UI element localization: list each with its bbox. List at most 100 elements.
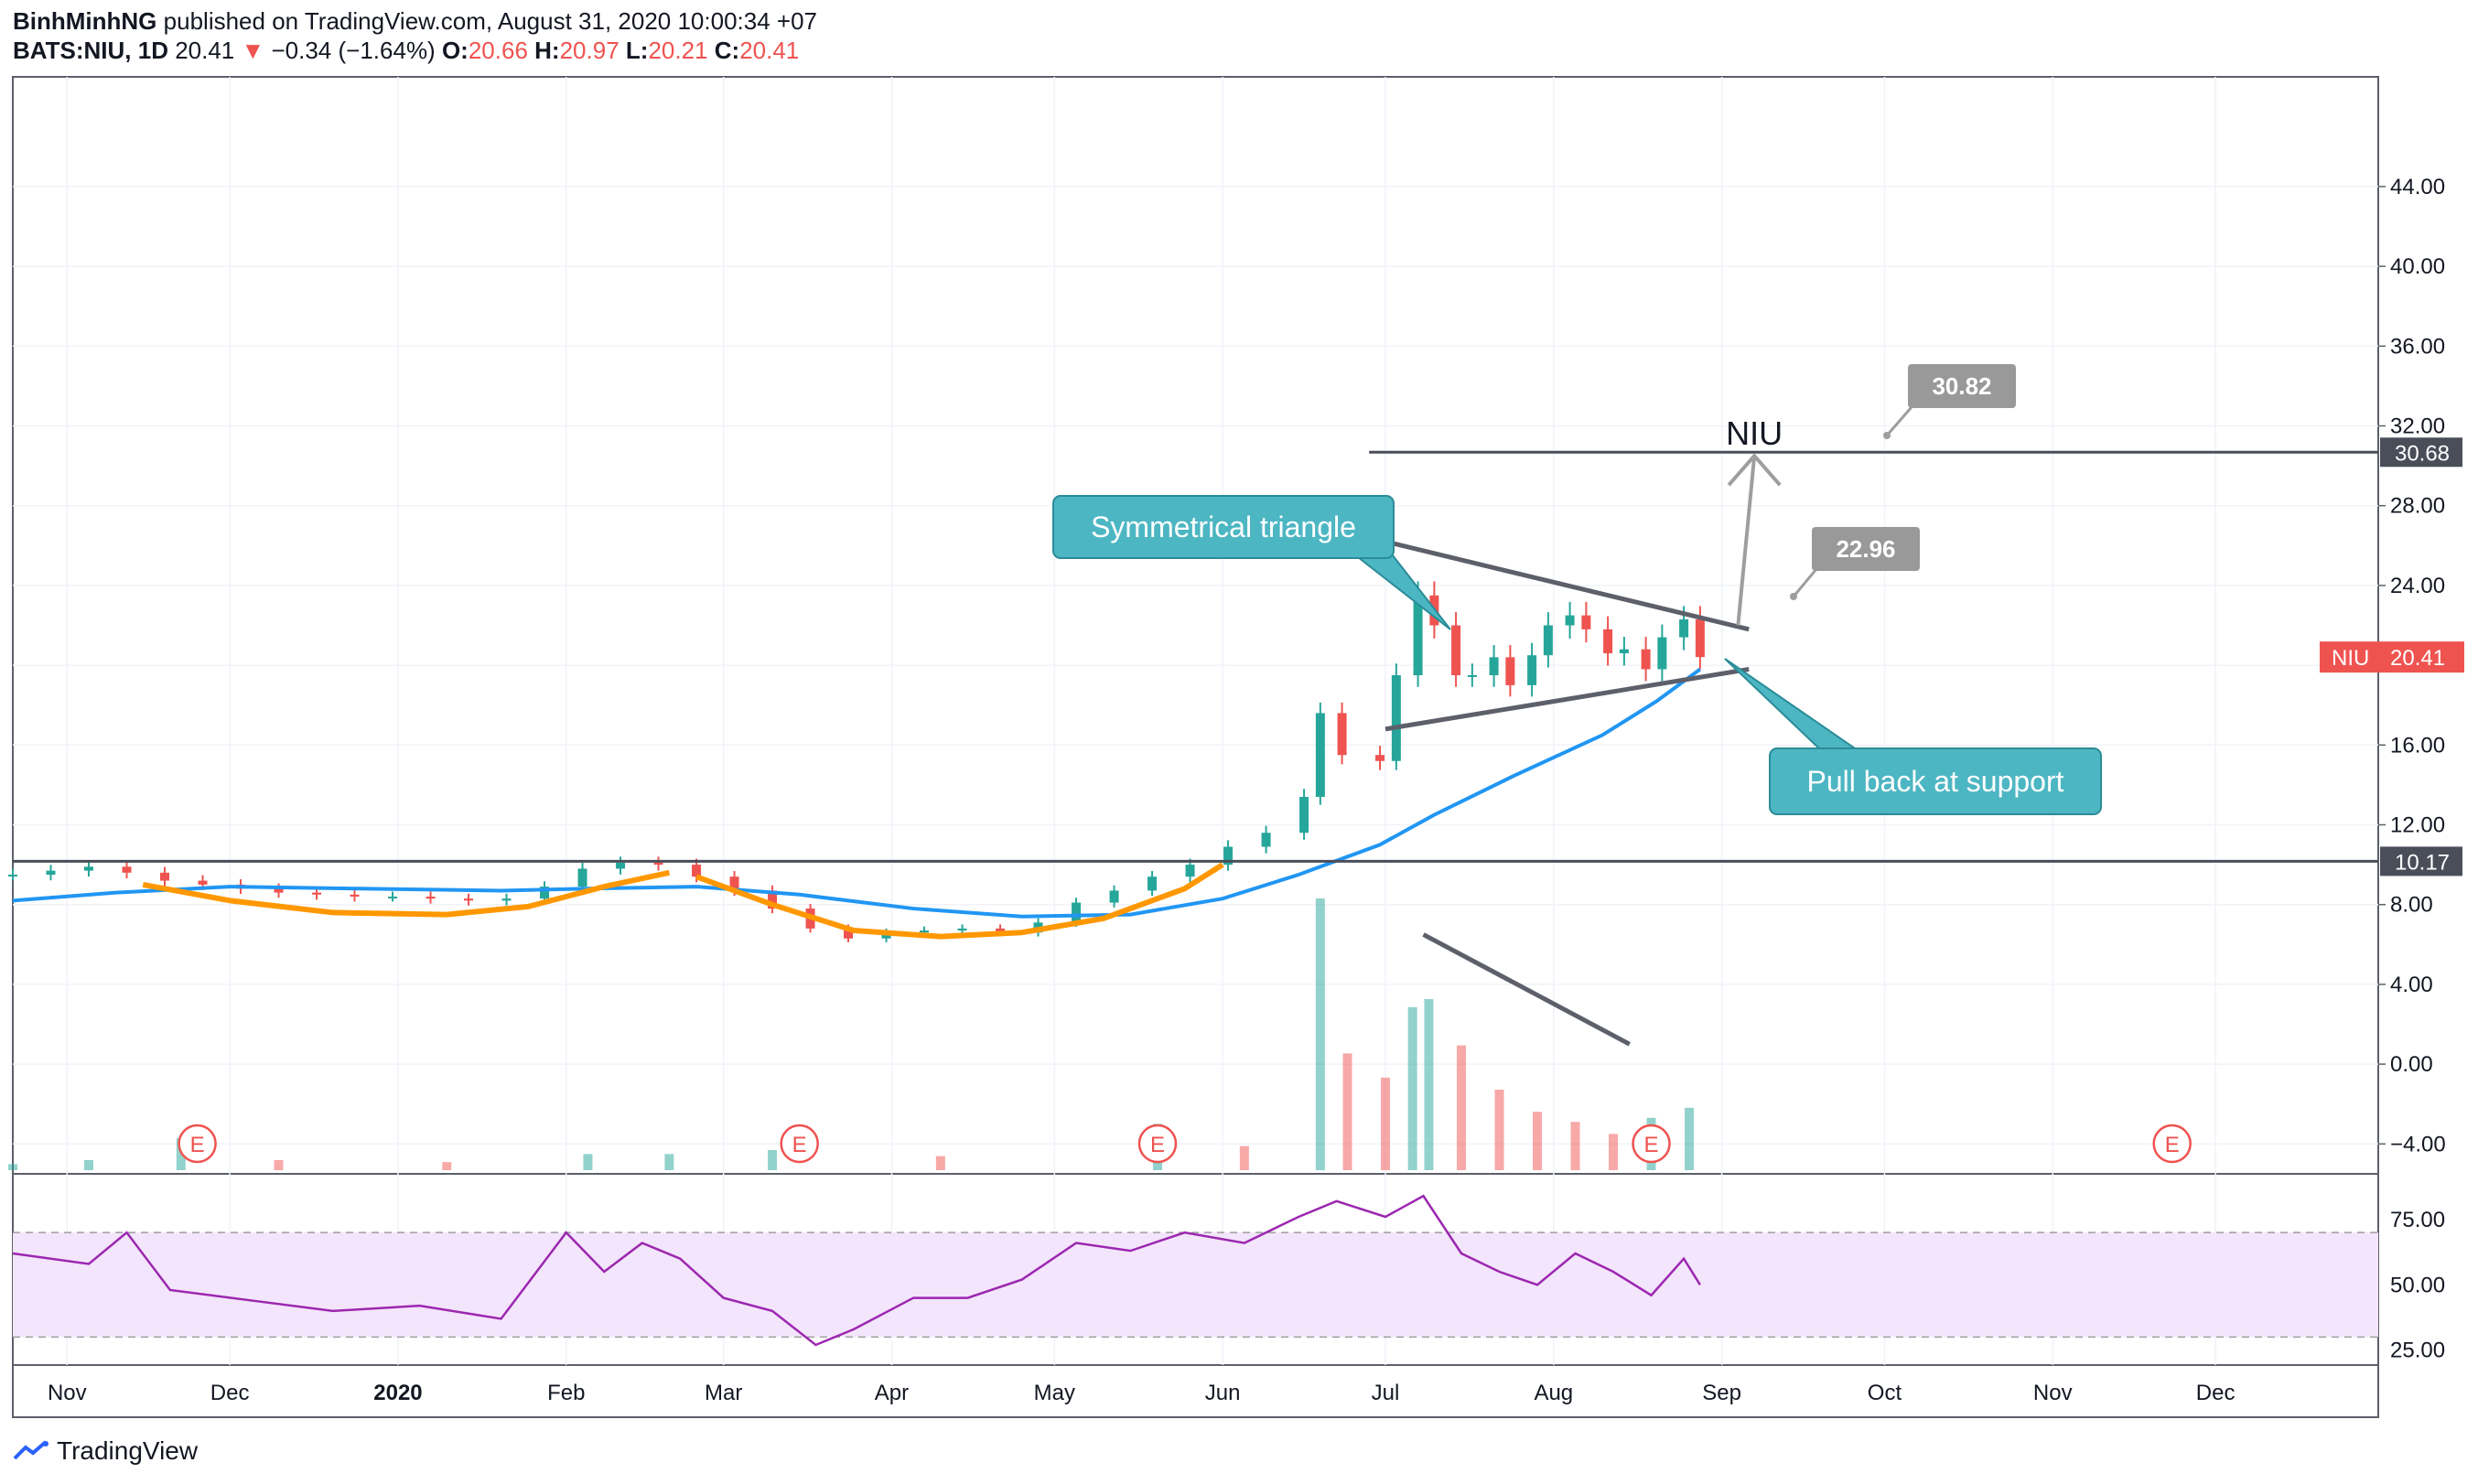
candle-body: [1467, 675, 1477, 677]
chart-frame: [12, 76, 2379, 1418]
candle-body: [1657, 637, 1667, 670]
triangle-trend-line: [1384, 539, 1750, 632]
volume-bar: [664, 1154, 674, 1170]
candle-body: [274, 888, 284, 893]
price-badge: [2320, 641, 2464, 673]
cup-curve: [695, 862, 1224, 940]
price-change: −0.34 (−1.64%): [271, 37, 436, 64]
last-price: 20.41: [175, 37, 235, 64]
rsi-tick-label: 75.00: [2390, 1208, 2445, 1232]
y-tick-label: 40.00: [2390, 254, 2445, 279]
earnings-icon: [1137, 1124, 1178, 1164]
target-badge-2-text: 30.82: [1932, 372, 1991, 400]
x-tick-label: Nov: [2033, 1381, 2073, 1405]
symbol-legend: BATS:NIU, 1D 20.41 ▼ −0.34 (−1.64%) O:20…: [13, 37, 799, 65]
level-badge: [2380, 846, 2462, 876]
target-symbol-label: NIU: [1726, 414, 1783, 452]
candle-body: [312, 892, 322, 895]
candle-body: [540, 887, 550, 899]
open-label: O:: [441, 37, 469, 64]
candle-body: [1527, 655, 1537, 685]
y-tick-label: 24.00: [2390, 574, 2445, 598]
author-name: BinhMinhNG: [13, 7, 157, 35]
candle-body: [46, 870, 56, 875]
rsi-tick-label: 25.00: [2390, 1339, 2445, 1363]
earnings-icon-label: E: [1644, 1133, 1659, 1157]
tradingview-brand: TradingView: [57, 1436, 199, 1465]
candle-body: [350, 894, 360, 897]
x-tick-label: Sep: [1702, 1381, 1741, 1405]
rsi-line: [12, 1194, 1701, 1347]
cup-curve: [142, 869, 671, 918]
candle-body: [616, 862, 626, 869]
y-tick-label: 0.00: [2390, 1052, 2433, 1077]
candle-body: [501, 898, 512, 901]
candle-body: [1489, 657, 1499, 675]
y-tick-label: 36.00: [2390, 334, 2445, 359]
candle-body: [1543, 625, 1553, 656]
target-badge-1-text: 22.96: [1836, 535, 1895, 563]
down-arrow-icon: ▼: [241, 37, 265, 64]
candle-body: [388, 896, 398, 898]
level-badge-text: 10.17: [2395, 850, 2450, 875]
x-tick-label: Nov: [48, 1381, 87, 1405]
earnings-icon: [178, 1124, 217, 1164]
volume-bar: [1315, 898, 1325, 1170]
tradingview-logo[interactable]: TradingView: [13, 1436, 198, 1466]
triangle-callout-text: Symmetrical triangle: [1091, 511, 1356, 543]
volume-bar: [1609, 1134, 1619, 1170]
price-badge-symbol: NIU: [2332, 646, 2369, 671]
x-tick-label: Mar: [705, 1381, 742, 1405]
target-badge-1-pointer-dot: [1790, 593, 1797, 600]
high-value: 20.97: [559, 37, 620, 64]
volume-bar: [1342, 1053, 1352, 1170]
candle-body: [1695, 618, 1705, 658]
candle-body: [122, 866, 132, 873]
candle-body: [1603, 629, 1613, 654]
volume-bar: [1457, 1045, 1467, 1170]
moving-average-line: [12, 667, 1702, 919]
low-label: L:: [625, 37, 649, 64]
candle-body: [1072, 902, 1082, 923]
candle-body: [160, 872, 170, 881]
target-badge-2: [1908, 364, 2016, 408]
symbol-name[interactable]: BATS:NIU, 1D: [13, 37, 168, 64]
y-tick-label: 8.00: [2390, 893, 2433, 918]
candle-body: [996, 928, 1006, 933]
price-badge-value: 20.41: [2390, 646, 2445, 671]
candle-body: [653, 862, 663, 866]
candle-body: [1337, 713, 1347, 756]
candle-body: [1109, 890, 1119, 903]
volume-bar: [1570, 1122, 1580, 1170]
x-tick-label: Apr: [875, 1381, 909, 1405]
earnings-icon-label: E: [1150, 1133, 1165, 1157]
open-value: 20.66: [468, 37, 528, 64]
earnings-icon: [2152, 1124, 2192, 1164]
volume-bar: [1407, 1006, 1417, 1170]
publish-info: BinhMinhNG published on TradingView.com,…: [13, 7, 817, 36]
candle-body: [1391, 675, 1401, 761]
x-tick-label: Feb: [547, 1381, 585, 1405]
candle-body: [84, 866, 94, 871]
volume-bar: [1685, 1107, 1695, 1170]
candle-body: [577, 868, 587, 887]
low-value: 20.21: [648, 37, 708, 64]
candle-body: [1223, 846, 1234, 866]
y-tick-label: 28.00: [2390, 494, 2445, 519]
candle-body: [957, 928, 967, 931]
candle-body: [426, 896, 436, 899]
x-tick-label: Jul: [1372, 1381, 1400, 1405]
candle-body: [729, 876, 739, 891]
x-tick-label: Oct: [1868, 1381, 1902, 1405]
target-arrow-head: [1727, 453, 1782, 487]
x-tick-label: May: [1034, 1381, 1075, 1405]
volume-bar: [1533, 1112, 1543, 1170]
candle-body: [198, 880, 208, 885]
publish-text: published on TradingView.com, August 31,…: [163, 7, 817, 35]
x-tick-label: Jun: [1205, 1381, 1241, 1405]
volume-bar: [583, 1154, 593, 1170]
candle-body: [1147, 876, 1158, 891]
x-tick-label: Aug: [1534, 1381, 1573, 1405]
candle-body: [1619, 649, 1629, 654]
